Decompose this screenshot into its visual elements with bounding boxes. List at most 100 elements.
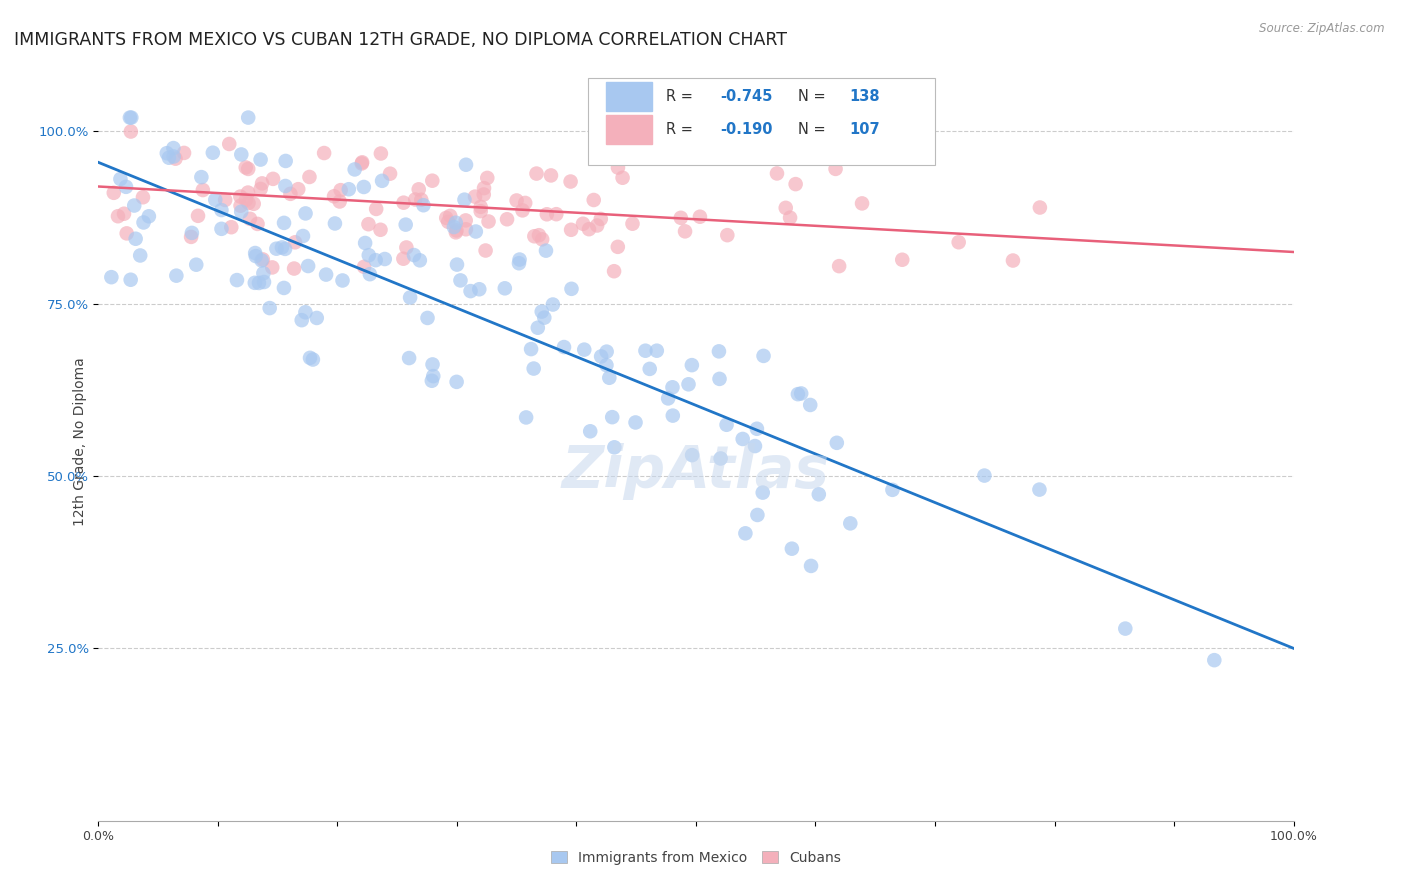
Point [799,398,821,412]
Point [412,198,434,212]
Point [973,468,995,483]
Point [274,242,297,256]
Point [180,226,202,240]
Text: Source: ZipAtlas.com: Source: ZipAtlas.com [1260,22,1385,36]
Point [262,260,284,275]
Point [574,343,596,357]
Point [468,282,491,296]
Point [460,284,482,298]
Point [411,193,433,207]
Point [546,207,568,221]
Point [422,358,444,372]
Point [235,193,257,207]
Point [422,369,444,384]
Point [560,175,582,189]
Point [678,377,700,392]
Point [250,177,273,191]
Point [259,301,281,315]
Point [292,229,315,244]
Point [716,417,738,432]
Point [527,320,550,334]
Text: 138: 138 [849,89,880,104]
Point [533,310,555,325]
Point [221,220,243,235]
Point [775,201,797,215]
Point [634,343,657,358]
Text: N =: N = [797,121,830,136]
Point [209,202,232,217]
Point [657,392,679,406]
Point [231,204,253,219]
Point [297,259,319,273]
Point [527,228,550,243]
Point [157,151,180,165]
Point [515,196,537,211]
Point [238,161,260,176]
Point [190,170,212,185]
Point [681,448,703,462]
Point [731,432,754,446]
Point [274,179,297,194]
Point [673,224,696,238]
Point [1114,622,1136,636]
Point [252,252,274,267]
Point [494,281,516,295]
Point [523,361,546,376]
Point [302,352,325,367]
Point [120,273,142,287]
Point [752,349,775,363]
Point [582,193,605,207]
Point [298,351,321,365]
Point [305,310,328,325]
Point [530,304,553,318]
Point [505,194,527,208]
Point [780,541,803,556]
Point [110,172,132,186]
Point [948,235,970,250]
Point [187,209,209,223]
Point [607,161,630,175]
Point [474,244,496,258]
Point [294,305,316,319]
Point [409,253,432,268]
Point [454,213,477,227]
Point [606,240,628,254]
Point [273,281,295,295]
Point [280,186,302,201]
Point [315,268,337,282]
Point [115,227,138,241]
Point [709,372,731,386]
Point [353,180,375,194]
Point [163,149,186,163]
Point [180,230,202,244]
Point [357,248,380,262]
Point [250,253,273,268]
Point [274,153,297,168]
Point [595,358,617,372]
Point [399,291,422,305]
Point [747,508,769,522]
FancyBboxPatch shape [589,78,935,165]
Point [395,218,418,232]
Point [509,252,531,267]
Point [392,252,415,266]
Point [323,189,346,203]
Point [392,195,415,210]
Point [165,268,187,283]
Point [579,425,602,439]
Point [1029,201,1052,215]
Point [824,161,846,176]
Point [785,177,807,191]
Point [437,215,460,229]
Point [434,211,457,225]
Point [470,204,492,219]
Point [553,340,575,354]
Point [779,211,801,225]
Point [1028,483,1050,497]
Point [329,183,352,197]
Legend: Immigrants from Mexico, Cubans: Immigrants from Mexico, Cubans [546,846,846,871]
Point [800,558,823,573]
Point [603,440,626,454]
Point [211,222,233,236]
Point [165,152,187,166]
